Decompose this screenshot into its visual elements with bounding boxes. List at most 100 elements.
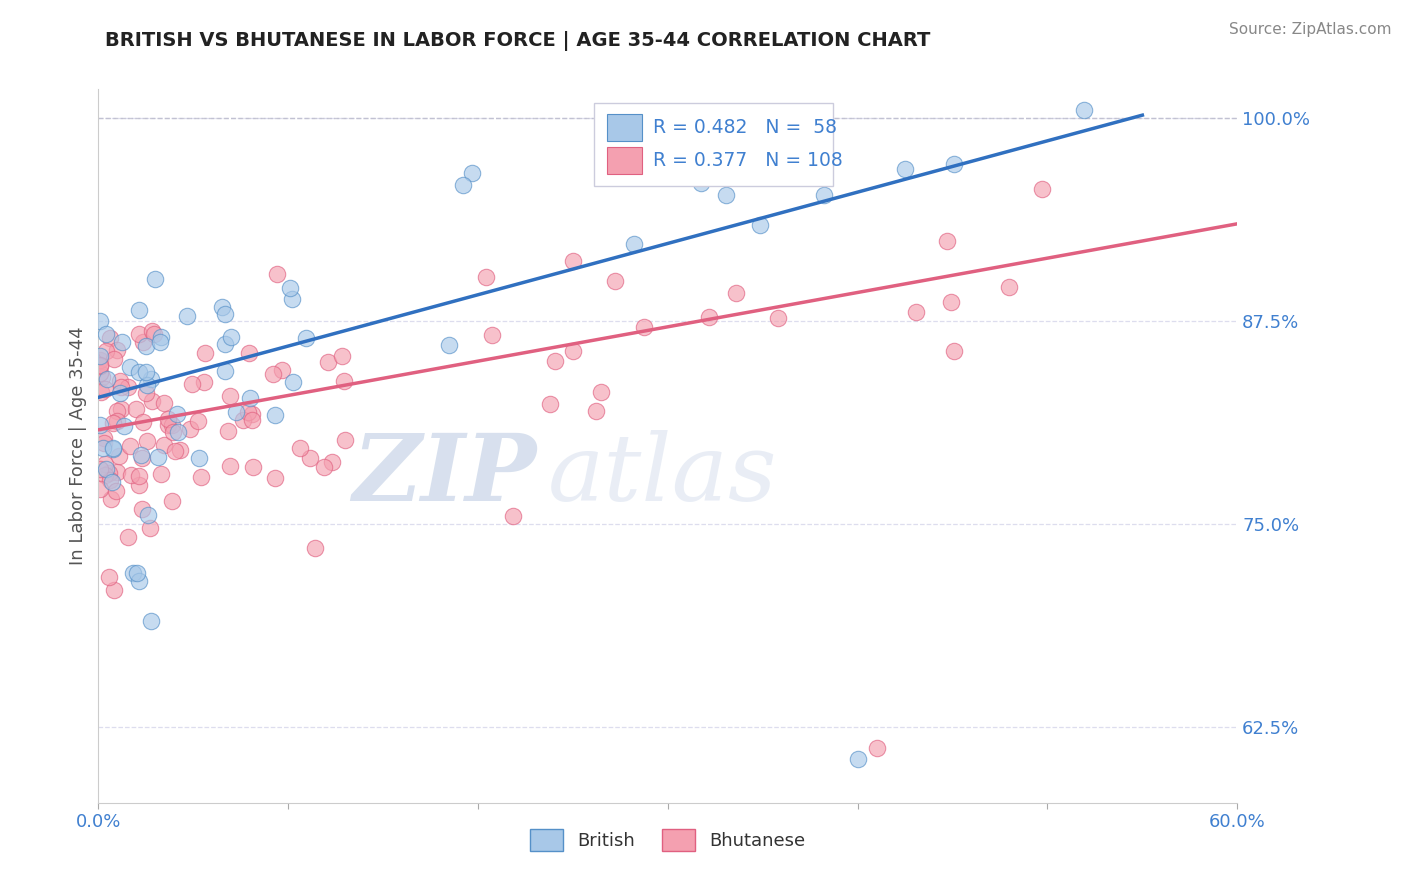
British — [221, 330, 243, 344]
Bhutanese — [93, 436, 115, 450]
British — [846, 752, 869, 766]
Bhutanese — [538, 396, 561, 410]
Bhutanese — [240, 413, 263, 427]
British — [176, 310, 198, 324]
Bhutanese — [163, 444, 186, 458]
Bhutanese — [314, 459, 336, 474]
British — [121, 566, 143, 580]
Bhutanese — [117, 530, 139, 544]
British — [89, 349, 111, 363]
Bhutanese — [156, 412, 179, 426]
Bhutanese — [90, 370, 112, 384]
Bhutanese — [136, 434, 159, 449]
Bhutanese — [299, 450, 322, 465]
Bhutanese — [169, 442, 191, 457]
Text: R = 0.482   N =  58: R = 0.482 N = 58 — [652, 119, 837, 137]
British — [120, 360, 142, 375]
Bhutanese — [98, 473, 121, 487]
Bar — [593, 103, 832, 186]
British — [437, 338, 460, 352]
Bhutanese — [904, 305, 927, 319]
British — [623, 236, 645, 251]
Bhutanese — [141, 325, 163, 339]
Bhutanese — [160, 493, 183, 508]
Bhutanese — [697, 310, 720, 324]
British — [146, 450, 169, 464]
Bhutanese — [633, 320, 655, 334]
Bhutanese — [236, 405, 259, 419]
Bar — [607, 147, 641, 174]
Bhutanese — [110, 380, 132, 394]
Bhutanese — [156, 418, 179, 433]
Bhutanese — [266, 267, 288, 281]
British — [139, 372, 162, 386]
British — [214, 363, 236, 377]
British — [128, 574, 150, 588]
British — [139, 614, 162, 628]
Bhutanese — [103, 416, 125, 430]
Bhutanese — [603, 275, 626, 289]
Bhutanese — [141, 394, 163, 409]
Bhutanese — [97, 570, 120, 584]
Bhutanese — [89, 462, 111, 476]
Bhutanese — [194, 345, 217, 359]
British — [94, 462, 117, 476]
Bhutanese — [105, 343, 128, 357]
British — [451, 178, 474, 192]
Bhutanese — [481, 328, 503, 343]
Bhutanese — [90, 385, 112, 400]
British — [111, 335, 134, 350]
British — [188, 450, 211, 465]
Bhutanese — [125, 402, 148, 417]
Bhutanese — [232, 413, 254, 427]
British — [143, 271, 166, 285]
Bhutanese — [866, 740, 889, 755]
British — [214, 307, 236, 321]
Bhutanese — [105, 465, 128, 479]
British — [214, 337, 236, 351]
Y-axis label: In Labor Force | Age 35-44: In Labor Force | Age 35-44 — [69, 326, 87, 566]
Bhutanese — [561, 253, 583, 268]
British — [278, 281, 301, 295]
Bhutanese — [238, 346, 260, 360]
Bhutanese — [94, 467, 117, 482]
Bhutanese — [333, 374, 356, 388]
Bhutanese — [160, 417, 183, 432]
Bhutanese — [153, 396, 176, 410]
Bhutanese — [162, 425, 184, 440]
Bhutanese — [89, 359, 111, 374]
British — [96, 372, 118, 386]
Bhutanese — [120, 439, 142, 453]
British — [112, 418, 135, 433]
Bhutanese — [766, 311, 789, 326]
Bhutanese — [153, 438, 176, 452]
British — [131, 448, 153, 462]
Bhutanese — [502, 508, 524, 523]
British — [281, 375, 304, 389]
Bhutanese — [998, 279, 1021, 293]
Bhutanese — [128, 327, 150, 342]
British — [128, 366, 150, 380]
Bhutanese — [89, 359, 111, 373]
British — [460, 166, 482, 180]
Bhutanese — [321, 455, 343, 469]
Text: R = 0.377   N = 108: R = 0.377 N = 108 — [652, 151, 842, 170]
Bhutanese — [94, 343, 117, 358]
Bhutanese — [89, 353, 111, 368]
Bhutanese — [288, 441, 311, 455]
Bhutanese — [941, 295, 963, 310]
British — [149, 334, 172, 349]
Bhutanese — [93, 382, 115, 396]
British — [211, 300, 233, 314]
British — [295, 331, 318, 345]
British — [94, 327, 117, 342]
British — [101, 475, 124, 489]
British — [89, 418, 111, 433]
Bhutanese — [561, 344, 583, 359]
Bhutanese — [104, 484, 127, 499]
Bhutanese — [100, 492, 122, 507]
Bhutanese — [132, 415, 155, 429]
Bhutanese — [330, 349, 353, 363]
British — [127, 566, 149, 580]
Bhutanese — [108, 450, 131, 464]
